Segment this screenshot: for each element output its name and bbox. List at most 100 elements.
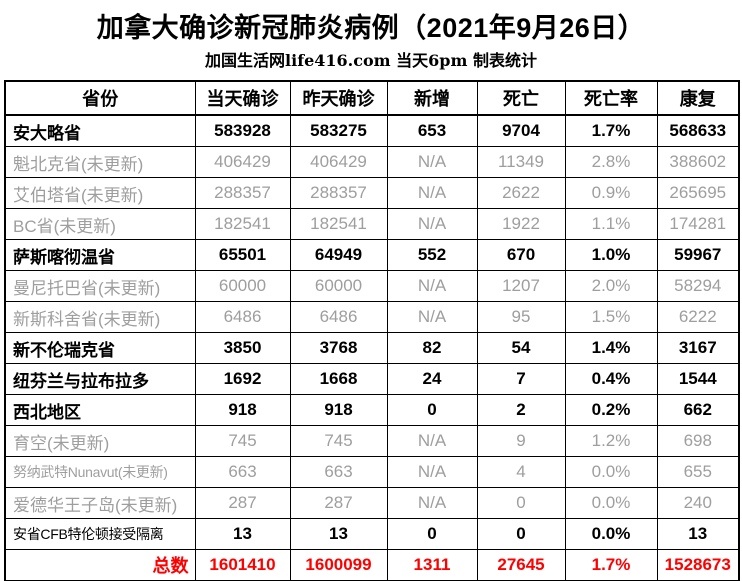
col-header-deaths: 死亡: [476, 80, 566, 116]
covid-stats-table: 省份 当天确诊 昨天确诊 新增 死亡 死亡率 康复 安大略省 583928 5832…: [4, 80, 740, 581]
cell-recovered: 59967: [656, 239, 740, 271]
cell-province: 新不伦瑞克省: [4, 332, 196, 364]
cell-recovered: 1544: [656, 363, 740, 395]
cell-recovered: 6222: [656, 301, 740, 333]
cell-new-cases: 0: [386, 394, 478, 426]
table-row: 纽芬兰与拉布拉多 1692 1668 24 7 0.4% 1544: [4, 363, 740, 395]
cell-province: 西北地区: [4, 394, 196, 426]
cell-yesterday-confirmed: 287: [289, 487, 388, 519]
cell-new-cases: N/A: [386, 487, 478, 519]
cell-death-rate: 2.8%: [564, 146, 658, 178]
cell-deaths: 670: [476, 239, 566, 271]
cell-today-confirmed: 287: [194, 487, 291, 519]
cell-new-cases: N/A: [386, 270, 478, 302]
cell-today-confirmed: 288357: [194, 177, 291, 209]
cell-recovered: 3167: [656, 332, 740, 364]
cell-death-rate: 1.7%: [564, 114, 658, 147]
cell-deaths: 0: [476, 518, 566, 550]
table-row: 新不伦瑞克省 3850 3768 82 54 1.4% 3167: [4, 332, 740, 364]
cell-recovered: 662: [656, 394, 740, 426]
cell-new-cases: N/A: [386, 208, 478, 240]
cell-yesterday-confirmed: 663: [289, 456, 388, 488]
table-row: 西北地区 918 918 0 2 0.2% 662: [4, 394, 740, 426]
cell-province: 曼尼托巴省(未更新): [4, 270, 196, 302]
col-header-death-rate: 死亡率: [564, 80, 658, 116]
table-row: 新斯科舍省(未更新) 6486 6486 N/A 95 1.5% 6222: [4, 301, 740, 333]
cell-today-confirmed: 663: [194, 456, 291, 488]
cell-new-cases: N/A: [386, 456, 478, 488]
table-row: 艾伯塔省(未更新) 288357 288357 N/A 2622 0.9% 265695: [4, 177, 740, 209]
cell-yesterday-confirmed: 60000: [289, 270, 388, 302]
col-header-province: 省份: [4, 80, 196, 116]
cell-death-rate: 1.1%: [564, 208, 658, 240]
cell-death-rate: 0.4%: [564, 363, 658, 395]
cell-today-confirmed: 1692: [194, 363, 291, 395]
cell-province: 努纳武特Nunavut(未更新): [4, 456, 196, 488]
cell-today-confirmed: 60000: [194, 270, 291, 302]
col-header-today-confirmed: 当天确诊: [194, 80, 291, 116]
cell-province: 安省CFB特伦顿接受隔离: [4, 518, 196, 550]
table-row: 爱德华王子岛(未更新) 287 287 N/A 0 0.0% 240: [4, 487, 740, 519]
cell-recovered: 388602: [656, 146, 740, 178]
cell-new-cases: N/A: [386, 425, 478, 457]
cell-deaths: 0: [476, 487, 566, 519]
page-title: 加拿大确诊新冠肺炎病例（2021年9月26日）: [96, 13, 646, 43]
cell-today-confirmed: 918: [194, 394, 291, 426]
cell-province: 萨斯喀彻温省: [4, 239, 196, 271]
cell-today-confirmed: 13: [194, 518, 291, 550]
cell-deaths: 7: [476, 363, 566, 395]
cell-new-cases: 0: [386, 518, 478, 550]
table-row: 安大略省 583928 583275 653 9704 1.7% 568633: [4, 114, 740, 147]
cell-death-rate: 0.0%: [564, 518, 658, 550]
table-body: 安大略省 583928 583275 653 9704 1.7% 568633 魁北克省(未更…: [4, 114, 740, 550]
table-header-row: 省份 当天确诊 昨天确诊 新增 死亡 死亡率 康复: [4, 80, 740, 116]
table-footer: 总数 1601410 1600099 1311 27645 1.7% 15286…: [4, 549, 740, 581]
cell-province: BC省(未更新): [4, 208, 196, 240]
total-today-confirmed: 1601410: [194, 549, 291, 581]
cell-yesterday-confirmed: 1668: [289, 363, 388, 395]
cell-yesterday-confirmed: 288357: [289, 177, 388, 209]
cell-province: 新斯科舍省(未更新): [4, 301, 196, 333]
cell-deaths: 9: [476, 425, 566, 457]
cell-new-cases: 552: [386, 239, 478, 271]
cell-yesterday-confirmed: 406429: [289, 146, 388, 178]
cell-recovered: 174281: [656, 208, 740, 240]
cell-today-confirmed: 65501: [194, 239, 291, 271]
cell-today-confirmed: 406429: [194, 146, 291, 178]
cell-new-cases: 24: [386, 363, 478, 395]
cell-deaths: 54: [476, 332, 566, 364]
total-recovered: 1528673: [656, 549, 740, 581]
cell-new-cases: N/A: [386, 177, 478, 209]
cell-deaths: 95: [476, 301, 566, 333]
cell-recovered: 240: [656, 487, 740, 519]
table-row: 安省CFB特伦顿接受隔离 13 13 0 0 0.0% 13: [4, 518, 740, 550]
cell-province: 爱德华王子岛(未更新): [4, 487, 196, 519]
cell-death-rate: 0.0%: [564, 487, 658, 519]
cell-death-rate: 0.9%: [564, 177, 658, 209]
cell-today-confirmed: 3850: [194, 332, 291, 364]
cell-yesterday-confirmed: 6486: [289, 301, 388, 333]
table-row: BC省(未更新) 182541 182541 N/A 1922 1.1% 174281: [4, 208, 740, 240]
cell-death-rate: 1.5%: [564, 301, 658, 333]
cell-new-cases: N/A: [386, 301, 478, 333]
cell-new-cases: N/A: [386, 146, 478, 178]
cell-yesterday-confirmed: 583275: [289, 114, 388, 147]
table-row: 育空(未更新) 745 745 N/A 9 1.2% 698: [4, 425, 740, 457]
cell-province: 艾伯塔省(未更新): [4, 177, 196, 209]
table-header: 省份 当天确诊 昨天确诊 新增 死亡 死亡率 康复: [4, 80, 740, 116]
cell-death-rate: 0.0%: [564, 456, 658, 488]
col-header-recovered: 康复: [656, 80, 740, 116]
total-deaths: 27645: [476, 549, 566, 581]
cell-death-rate: 1.4%: [564, 332, 658, 364]
col-header-yesterday-confirmed: 昨天确诊: [289, 80, 388, 116]
cell-deaths: 11349: [476, 146, 566, 178]
cell-death-rate: 0.2%: [564, 394, 658, 426]
cell-recovered: 58294: [656, 270, 740, 302]
cell-today-confirmed: 182541: [194, 208, 291, 240]
cell-today-confirmed: 583928: [194, 114, 291, 147]
cell-today-confirmed: 745: [194, 425, 291, 457]
cell-deaths: 2622: [476, 177, 566, 209]
cell-yesterday-confirmed: 3768: [289, 332, 388, 364]
table-row: 努纳武特Nunavut(未更新) 663 663 N/A 4 0.0% 655: [4, 456, 740, 488]
